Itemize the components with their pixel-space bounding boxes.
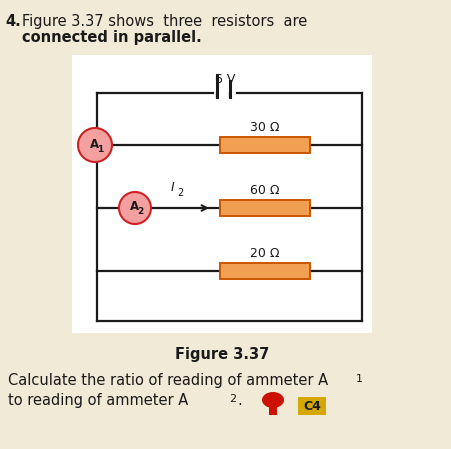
Bar <box>269 407 277 415</box>
Text: 1: 1 <box>97 145 103 154</box>
Text: connected in parallel.: connected in parallel. <box>22 30 202 45</box>
Text: to reading of ammeter A: to reading of ammeter A <box>8 393 188 408</box>
Text: .: . <box>237 393 242 408</box>
Text: A: A <box>89 137 99 150</box>
Ellipse shape <box>262 392 284 408</box>
Text: C4: C4 <box>303 400 321 413</box>
Text: Figure 3.37: Figure 3.37 <box>175 347 269 362</box>
Text: 6 V: 6 V <box>215 73 235 86</box>
Text: A: A <box>129 201 138 214</box>
Bar <box>220 263 310 279</box>
Text: 2: 2 <box>229 394 236 404</box>
Bar <box>298 397 326 415</box>
Text: 2: 2 <box>137 207 143 216</box>
Text: 60 Ω: 60 Ω <box>250 184 280 197</box>
Bar <box>220 137 310 153</box>
Circle shape <box>78 128 112 162</box>
Text: Figure 3.37 shows  three  resistors  are: Figure 3.37 shows three resistors are <box>22 14 307 29</box>
Text: 1: 1 <box>356 374 363 384</box>
Circle shape <box>119 192 151 224</box>
Text: Calculate the ratio of reading of ammeter A: Calculate the ratio of reading of ammete… <box>8 373 328 388</box>
Text: 2: 2 <box>177 188 183 198</box>
Text: 4.: 4. <box>5 14 21 29</box>
Bar <box>72 55 372 333</box>
Text: I: I <box>171 181 175 194</box>
Bar <box>220 200 310 216</box>
Text: 20 Ω: 20 Ω <box>250 247 280 260</box>
Text: 30 Ω: 30 Ω <box>250 121 280 134</box>
